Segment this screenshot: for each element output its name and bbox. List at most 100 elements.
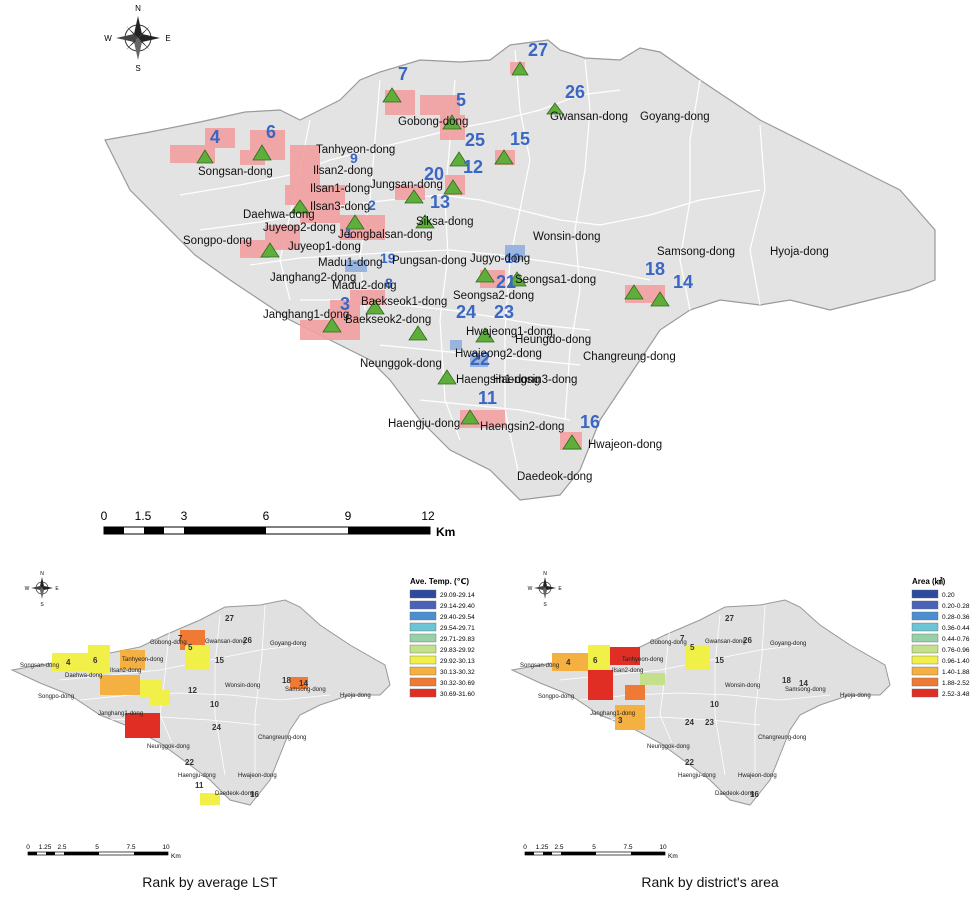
rank-label: 12: [188, 686, 197, 695]
rank-label: 26: [243, 636, 252, 645]
district-label: Ilsan3-dong: [310, 201, 370, 213]
district-label: Songpo-dong: [38, 694, 74, 700]
district-label: Changreung-dong: [583, 351, 676, 363]
scale-tick: 7.5: [126, 844, 135, 851]
district-label: Hyoja-dong: [340, 693, 371, 699]
legend-label: 30.32-30.69: [440, 680, 475, 687]
area-patches: [552, 645, 710, 730]
district-label: Gobong-dong: [150, 640, 187, 646]
legend-label: 0.36-0.44: [942, 625, 970, 632]
district-label: Daedeok-dong: [517, 471, 592, 483]
rank-label: 10: [505, 250, 521, 266]
district-label: Haengju-dong: [178, 773, 216, 779]
rank-label: 26: [565, 82, 585, 102]
district-label: Songpo-dong: [183, 235, 252, 247]
rank-label: 18: [282, 676, 291, 685]
legend-label: 29.40-29.54: [440, 614, 475, 621]
legend-label: 29.71-29.83: [440, 636, 475, 643]
district-label: Hwajeon-dong: [588, 439, 662, 451]
district-label: Gobong-dong: [650, 640, 687, 646]
district-label: Seongsa1-dong: [515, 274, 596, 286]
compass-s: S: [40, 602, 44, 608]
legend-swatch: [911, 633, 939, 643]
scale-tick: 0: [101, 509, 108, 523]
rank-label: 15: [215, 656, 224, 665]
compass-rose: N S W E: [25, 571, 60, 608]
legend-label: 1.40-1.88: [942, 669, 970, 676]
rank-label: 24: [212, 723, 221, 732]
district-label: Ilsan1-dong: [310, 183, 370, 195]
compass-rose: N S W E: [104, 4, 170, 73]
area-legend: Area (㎢) 0.20 0.20-0.28 0.28-0.36 0.36-0.44…: [911, 576, 970, 698]
legend-swatch: [911, 611, 939, 621]
district-label: Siksa-dong: [416, 216, 474, 228]
rank-label: 10: [210, 700, 219, 709]
compass-w: W: [25, 586, 30, 592]
district-label: Janghang2-dong: [270, 272, 356, 284]
district-label: Jeongbalsan-dong: [338, 229, 433, 241]
region-outline: [10, 599, 391, 806]
district-label: Tanhyeon-dong: [622, 657, 663, 663]
district-label: Daehwa-dong: [65, 673, 102, 679]
legend-swatch: [409, 633, 437, 643]
legend-swatch: [409, 644, 437, 654]
district-label: Wonsin-dong: [725, 683, 760, 689]
district-label: Goyang-dong: [270, 641, 306, 647]
legend-label: 0.20: [942, 592, 955, 599]
district-label: Daehwa-dong: [243, 209, 315, 221]
district-label: Hwajeong1-dong: [466, 326, 553, 338]
legend-swatch: [409, 655, 437, 665]
rank-label: 12: [463, 157, 483, 177]
legend-swatch: [911, 622, 939, 632]
area-caption: Rank by district's area: [641, 874, 779, 890]
rank-label: 16: [750, 790, 759, 799]
district-label: Janghang1-dong: [98, 711, 143, 717]
rank-label: 25: [465, 130, 485, 150]
district-label: Ilsan2-dong: [313, 165, 373, 177]
scale-tick: 1.5: [135, 509, 152, 523]
compass-w: W: [104, 34, 112, 43]
rank-label: 15: [510, 129, 530, 149]
district-label: Gwansan-dong: [550, 111, 628, 123]
lst-map: N S W E Songsan-dong Tanhyeon-dong Ilsan…: [10, 571, 475, 860]
rank-label: 14: [673, 272, 693, 292]
compass-e: E: [165, 34, 170, 43]
legend-label: 0.96-1.40: [942, 658, 970, 665]
scale-tick: 3: [181, 509, 188, 523]
legend-swatch: [911, 655, 939, 665]
scale-tick: 0: [523, 844, 527, 851]
rank-label: 3: [340, 294, 350, 314]
scale-tick: 7.5: [623, 844, 632, 851]
rank-label: 16: [580, 412, 600, 432]
cool-patches: [345, 245, 525, 367]
rank-label: 23: [705, 718, 714, 727]
rank-label: 14: [799, 679, 808, 688]
legend-label: 30.69-31.60: [440, 691, 475, 698]
rank-label: 6: [593, 656, 598, 665]
scale-unit: Km: [668, 853, 678, 860]
rank-label: 5: [188, 643, 193, 652]
legend-swatch: [911, 688, 939, 698]
rank-label: 3: [618, 716, 623, 725]
legend-label: 0.28-0.36: [942, 614, 970, 621]
district-label: Hyoja-dong: [770, 246, 829, 258]
rank-label: 16: [250, 790, 259, 799]
compass-rose: N S W E: [528, 571, 563, 608]
rank-label: 19: [380, 250, 396, 266]
scale-tick: 1.25: [39, 844, 52, 851]
district-label: Hwajeon-dong: [238, 773, 277, 779]
district-label: Juyeop1-dong: [288, 241, 361, 253]
legend-label: 29.14-29.40: [440, 603, 475, 610]
legend-swatch: [409, 600, 437, 610]
legend-swatch: [409, 589, 437, 599]
scale-tick: 12: [421, 509, 435, 523]
district-label: Ilsan2-dong: [110, 668, 141, 674]
rank-label: 24: [456, 302, 476, 322]
rank-label: 18: [645, 259, 665, 279]
lst-legend: Ave. Temp. (℃) 29.09-29.14 29.14-29.40 29.…: [409, 577, 475, 698]
rank-label: 1: [345, 225, 353, 241]
lst-patches: [52, 630, 308, 805]
scale-bar: 0 1.5 3 6 9 12 Km: [101, 509, 456, 539]
district-label: Seongsa2-dong: [453, 290, 534, 302]
compass-s: S: [135, 64, 140, 73]
